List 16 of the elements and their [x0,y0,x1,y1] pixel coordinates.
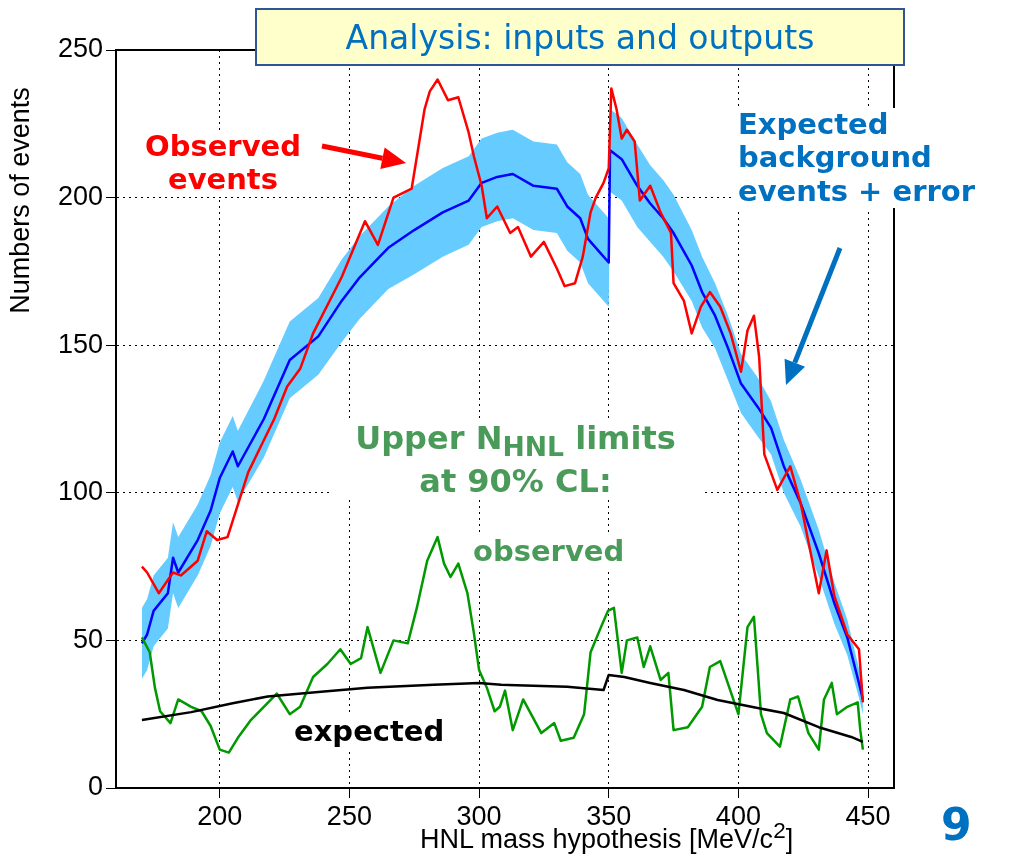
y-tick-label: 200 [57,181,103,212]
y-tick-label: 0 [87,771,103,802]
y-tick-label: 150 [57,328,103,359]
series-label: observed [470,534,628,569]
text: Expected background events + error [735,107,1011,209]
y-tick-label: 250 [57,33,103,64]
legend-label: Observed events [130,129,316,197]
x-tick-label: 250 [326,800,372,831]
y-axis-title: Numbers of events [4,86,36,316]
y-tick-label: 50 [72,623,103,654]
x-tick-label: 200 [197,800,243,831]
annotation: Upper N$_{HNL}$ limits at 90% CL: [330,419,701,501]
series-label: expected [291,714,448,749]
y-tick-label: 100 [57,476,103,507]
text: 9 [938,799,975,851]
x-tick-label: 450 [845,800,891,831]
